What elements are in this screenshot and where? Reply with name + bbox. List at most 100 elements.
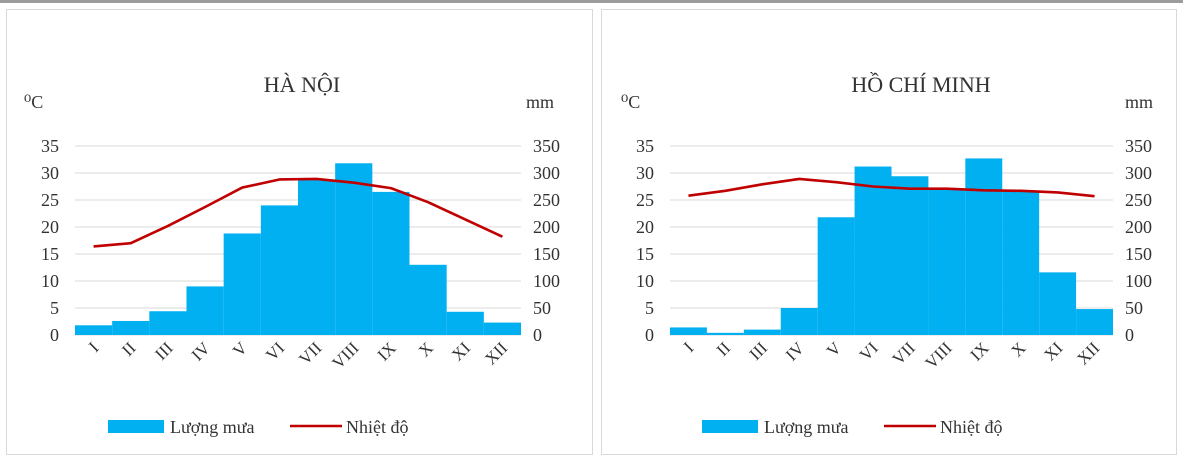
- left-axis-tick-label: 5: [50, 298, 59, 318]
- cropped-caption-strip: [0, 0, 1183, 9]
- right-axis-unit: mm: [526, 92, 554, 112]
- legend-label-temperature: Nhiệt độ: [346, 417, 409, 437]
- rainfall-bar: [965, 158, 1003, 335]
- rainfall-bar: [1076, 309, 1113, 335]
- left-axis-tick-label: 25: [636, 190, 654, 210]
- month-tick-label: X: [1007, 338, 1029, 360]
- left-axis-tick-label: 0: [50, 325, 59, 345]
- right-axis-tick-label: 300: [533, 163, 560, 183]
- rainfall-bar: [149, 311, 187, 335]
- right-axis-tick-label: 50: [1125, 298, 1143, 318]
- left-axis-tick-label: 20: [636, 217, 654, 237]
- month-tick-label: I: [85, 338, 103, 356]
- month-tick-label: II: [118, 338, 140, 360]
- rainfall-bar: [780, 308, 818, 335]
- chart-title: HỒ CHÍ MINH: [851, 72, 990, 97]
- legend-swatch-rainfall: [108, 420, 164, 433]
- left-axis-tick-label: 20: [41, 217, 59, 237]
- month-tick-label: V: [229, 338, 252, 361]
- rainfall-bar: [743, 329, 781, 335]
- rainfall-bar: [817, 217, 855, 335]
- right-axis-tick-label: 150: [1125, 244, 1152, 264]
- month-tick-label: V: [823, 338, 846, 361]
- chart-title: HÀ NỘI: [264, 72, 340, 97]
- right-axis-unit: mm: [1125, 92, 1153, 112]
- right-axis-tick-label: 100: [1125, 271, 1152, 291]
- left-axis-tick-label: 15: [636, 244, 654, 264]
- right-axis-tick-label: 350: [533, 136, 560, 156]
- rainfall-bar: [928, 189, 966, 335]
- rainfall-bar: [372, 191, 410, 335]
- right-axis-tick-label: 300: [1125, 163, 1152, 183]
- month-tick-label: IX: [374, 338, 400, 364]
- month-tick-label: IV: [782, 338, 809, 365]
- left-axis-tick-label: 10: [41, 271, 59, 291]
- legend-label-temperature: Nhiệt độ: [940, 417, 1003, 437]
- rainfall-bar: [670, 327, 707, 335]
- month-tick-label: XII: [1073, 338, 1103, 368]
- month-tick-label: VII: [889, 338, 919, 368]
- cropped-caption-svg: [0, 0, 1183, 3]
- left-axis-unit: ⁰C: [621, 92, 640, 112]
- chart-panel-ha-noi: 0 5 10 15 20 25 30 35 0 50 100 150 200 250 300 350 I II II…: [6, 9, 593, 455]
- right-axis-tick-label: 250: [533, 190, 560, 210]
- temperature-line: [688, 177, 1095, 198]
- month-tick-label: X: [415, 338, 437, 360]
- month-tick-label: III: [151, 338, 177, 364]
- left-axis-tick-label: 30: [41, 163, 59, 183]
- legend-swatch-rainfall: [702, 420, 758, 433]
- rainfall-bar: [75, 325, 113, 335]
- rainfall-bar: [1039, 272, 1077, 335]
- rainfall-bar: [446, 311, 484, 335]
- month-tick-label: VII: [295, 338, 325, 368]
- month-tick-label: II: [713, 338, 735, 360]
- right-axis-tick-label: 350: [1125, 136, 1152, 156]
- month-tick-label: VI: [262, 338, 288, 364]
- right-axis-tick-label: 100: [533, 271, 560, 291]
- left-axis-tick-label: 35: [636, 136, 654, 156]
- month-tick-label: VIII: [328, 338, 362, 372]
- left-axis-tick-label: 5: [645, 298, 654, 318]
- rainfall-bar: [706, 332, 744, 335]
- month-tick-label: XI: [448, 338, 474, 364]
- rainfall-bar: [1002, 190, 1040, 335]
- month-tick-label: VI: [856, 338, 882, 364]
- month-tick-label: IX: [966, 338, 992, 364]
- rainfall-bar: [335, 163, 373, 335]
- right-axis-tick-label: 200: [533, 217, 560, 237]
- month-tick-label: VIII: [922, 338, 956, 372]
- month-tick-label: IV: [188, 338, 215, 365]
- rainfall-bar: [854, 166, 892, 335]
- left-axis-tick-label: 10: [636, 271, 654, 291]
- rainfall-bar: [409, 264, 447, 335]
- rainfall-bar: [891, 176, 929, 335]
- month-tick-label: XII: [481, 338, 511, 368]
- left-axis-tick-label: 15: [41, 244, 59, 264]
- month-tick-label: III: [746, 338, 772, 364]
- rainfall-bar: [186, 286, 224, 335]
- month-tick-label: I: [680, 338, 698, 356]
- left-axis-unit: ⁰C: [24, 92, 43, 112]
- left-axis-tick-label: 25: [41, 190, 59, 210]
- chart-panel-ho-chi-minh: 0 5 10 15 20 25 30 35 0 50 100 150 200 250 300 350 I II II…: [601, 9, 1177, 455]
- left-axis-tick-label: 30: [636, 163, 654, 183]
- right-axis-tick-label: 200: [1125, 217, 1152, 237]
- right-axis-tick-label: 250: [1125, 190, 1152, 210]
- month-tick-label: XI: [1040, 338, 1066, 364]
- rainfall-bar: [223, 233, 261, 335]
- right-axis-tick-label: 150: [533, 244, 560, 264]
- right-axis-tick-label: 50: [533, 298, 551, 318]
- rainfall-bar: [112, 320, 150, 335]
- right-axis-tick-label: 0: [1125, 325, 1134, 345]
- left-axis-tick-label: 0: [645, 325, 654, 345]
- legend-label-rainfall: Lượng mưa: [764, 417, 849, 437]
- temperature-line: [93, 177, 503, 248]
- rainfall-bar: [298, 179, 336, 335]
- left-axis-tick-label: 35: [41, 136, 59, 156]
- rainfall-bar: [483, 322, 521, 335]
- legend-label-rainfall: Lượng mưa: [170, 417, 255, 437]
- right-axis-tick-label: 0: [533, 325, 542, 345]
- rainfall-bar: [260, 205, 298, 335]
